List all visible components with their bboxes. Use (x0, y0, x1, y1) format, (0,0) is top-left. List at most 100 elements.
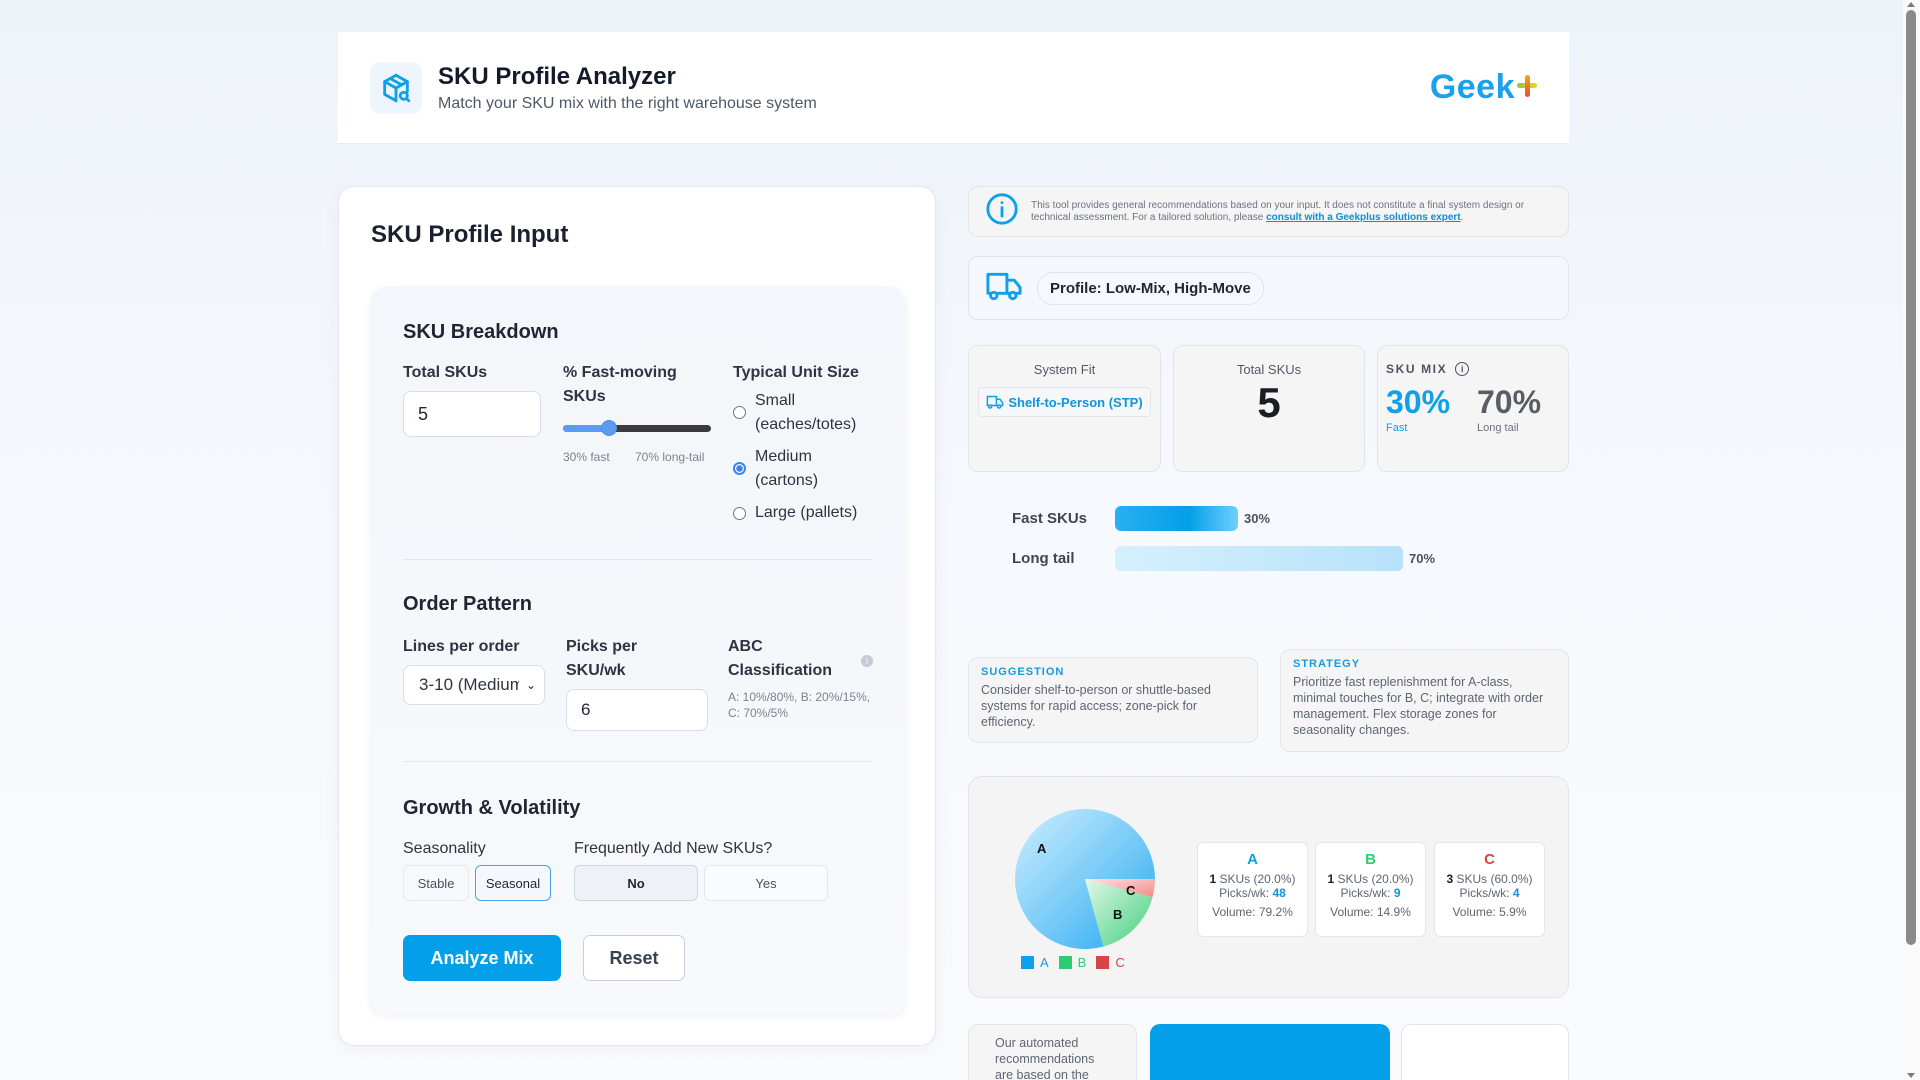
system-fit-card: System Fit Shelf-to-Person (STP) (968, 345, 1161, 472)
bar-label: Long tail (1012, 550, 1075, 567)
brand-text: Geek (1429, 68, 1515, 106)
fast-percent: 30% (1386, 384, 1451, 420)
chevron-down-icon: ⌄ (525, 678, 536, 692)
longtail-note: 70% long-tail (635, 450, 705, 464)
scroll-down-arrow-icon[interactable] (1907, 1073, 1915, 1078)
svg-text:C: C (1126, 883, 1136, 898)
suggestion-tag: SUGGESTION (981, 666, 1065, 678)
sku-input-card: SKU Profile Input SKU Breakdown Total SK… (338, 186, 936, 1046)
total-skus-stat-value: 5 (1257, 379, 1281, 426)
info-circle-icon (985, 192, 1019, 231)
fast-skus-bar (1115, 506, 1238, 531)
unit-size-medium[interactable]: Medium (cartons) (733, 445, 845, 493)
cta-card[interactable] (1150, 1024, 1390, 1080)
legend-b[interactable]: B (1058, 955, 1086, 970)
abc-note: A: 10%/80%, B: 20%/15%, C: 70%/5% (728, 690, 871, 720)
longtail-percent: 70% (1477, 384, 1542, 420)
abc-card-a: A 1 SKUs (20.0%) Picks/wk: 48 Volume: 79… (1197, 842, 1308, 937)
volume-text: Volume: 5.9% (1452, 905, 1527, 919)
sku-breakdown-title: SKU Breakdown (403, 321, 559, 343)
volume-text: Volume: 79.2% (1212, 905, 1293, 919)
seasonality-seasonal-button[interactable]: Seasonal (475, 865, 551, 901)
radio-medium[interactable] (733, 462, 746, 475)
info-icon[interactable]: i (861, 655, 873, 667)
fast-skus-bar-row: Fast SKUs 30% (1012, 506, 1270, 531)
longtail-caption: Long tail (1477, 422, 1519, 434)
svg-text:B: B (1113, 907, 1122, 922)
seasonality-label: Seasonality (403, 840, 486, 857)
volume-text: Volume: 14.9% (1330, 905, 1411, 919)
longtail-bar-row: Long tail 70% (1012, 546, 1435, 571)
order-pattern-title: Order Pattern (403, 593, 532, 615)
app-header: SKU Profile Analyzer Match your SKU mix … (338, 32, 1569, 144)
suggestion-text: Consider shelf-to-person or shuttle-base… (981, 683, 1211, 729)
suggestion-card: SUGGESTION Consider shelf-to-person or s… (968, 657, 1258, 743)
abc-classification-label: ABC Classification (728, 638, 833, 679)
total-skus-label: Total SKUs (403, 364, 488, 381)
abc-panel: A C B A B C A 1 SKUs (20.0%) Picks/wk: 4… (968, 776, 1569, 998)
class-label: A (1247, 851, 1258, 868)
disclaimer-banner: This tool provides general recommendatio… (968, 186, 1569, 237)
scroll-up-arrow-icon[interactable] (1907, 2, 1915, 7)
abc-pie-chart: A C B (1015, 809, 1155, 954)
bar-label: Fast SKUs (1012, 510, 1088, 527)
slider-thumb[interactable] (601, 420, 617, 436)
info-card (1401, 1024, 1569, 1080)
new-skus-yes-button[interactable]: Yes (704, 865, 828, 901)
truck-icon (985, 269, 1023, 308)
section-divider (403, 761, 873, 762)
bar-value: 70% (1409, 551, 1436, 566)
truck-icon (986, 394, 1004, 410)
system-fit-chip[interactable]: Shelf-to-Person (STP) (978, 387, 1151, 417)
abc-card-c: C 3 SKUs (60.0%) Picks/wk: 4 Volume: 5.9… (1434, 842, 1545, 937)
reset-button[interactable]: Reset (583, 935, 685, 981)
unit-size-large-label: Large (pallets) (755, 504, 858, 521)
plus-logo-icon (1517, 74, 1537, 97)
profile-pill: Profile: Low-Mix, High-Move (1037, 271, 1264, 305)
new-skus-no-button[interactable]: No (574, 865, 698, 901)
fast-moving-slider[interactable] (563, 418, 711, 438)
radio-large[interactable] (733, 507, 746, 520)
total-skus-stat-label: Total SKUs (1236, 362, 1302, 377)
page-scrollbar[interactable] (1903, 0, 1920, 1080)
unit-size-label: Typical Unit Size (733, 364, 859, 381)
class-label: B (1365, 851, 1376, 868)
bar-value: 30% (1244, 511, 1271, 526)
app-title: SKU Profile Analyzer (438, 62, 676, 90)
sku-mix-label: SKU MIX (1386, 362, 1448, 376)
consult-expert-link[interactable]: consult with a Geekplus solutions expert (1266, 211, 1461, 223)
profile-banner: Profile: Low-Mix, High-Move (968, 256, 1569, 320)
fast-moving-label: % Fast-moving SKUs (563, 364, 677, 405)
new-skus-label: Frequently Add New SKUs? (574, 840, 773, 857)
legend-a[interactable]: A (1021, 955, 1049, 970)
unit-size-medium-label: Medium (cartons) (755, 448, 819, 489)
legend-c[interactable]: C (1096, 955, 1125, 970)
scrollbar-thumb[interactable] (1906, 10, 1916, 945)
picks-per-sku-label: Picks per SKU/wk (566, 638, 638, 679)
lines-per-order-select[interactable]: 3-10 (Medium) ⌄ (403, 665, 545, 705)
strategy-tag: STRATEGY (1293, 658, 1361, 670)
unit-size-large[interactable]: Large (pallets) (733, 501, 857, 525)
section-divider (403, 559, 873, 560)
unit-size-small[interactable]: Small (eaches/totes) (733, 389, 875, 437)
analyze-mix-button[interactable]: Analyze Mix (403, 935, 561, 981)
unit-size-small-label: Small (eaches/totes) (755, 392, 857, 433)
fast-caption: Fast (1386, 422, 1408, 434)
info-icon[interactable]: i (1455, 362, 1470, 376)
svg-text:A: A (1037, 841, 1047, 856)
disclaimer-text: This tool provides general recommendatio… (1031, 199, 1525, 223)
fast-note: 30% fast (563, 450, 610, 464)
recommendation-note-card: Our automated recommendations are based … (968, 1024, 1137, 1080)
strategy-text: Prioritize fast replenishment for A-clas… (1293, 675, 1544, 737)
pie-legend: A B C (1021, 955, 1135, 970)
geekplus-logo[interactable]: Geek (1430, 68, 1537, 107)
abc-card-b: B 1 SKUs (20.0%) Picks/wk: 9 Volume: 14.… (1315, 842, 1426, 937)
recommendation-note: Our automated recommendations are based … (995, 1036, 1095, 1080)
disclaimer-end: . (1460, 211, 1464, 223)
radio-small[interactable] (733, 406, 746, 419)
package-search-icon (370, 61, 422, 114)
system-fit-label: System Fit (1033, 362, 1096, 377)
total-skus-input[interactable]: 5 (403, 391, 541, 437)
picks-per-sku-input[interactable]: 6 (566, 689, 708, 731)
seasonality-stable-button[interactable]: Stable (403, 865, 469, 901)
